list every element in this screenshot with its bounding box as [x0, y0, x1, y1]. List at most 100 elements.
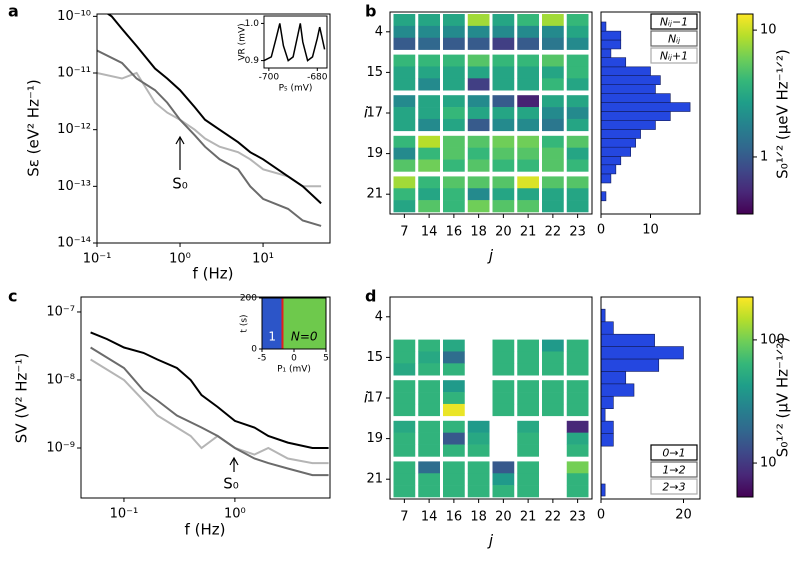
hist-bar [600, 120, 656, 130]
heat-cell [418, 78, 440, 91]
y-tick-label: 0 [251, 345, 257, 355]
heat-cell [542, 78, 564, 91]
heat-cell [443, 176, 465, 189]
heat-cell [418, 135, 440, 148]
x-axis-label: j [487, 247, 494, 265]
heat-cell [467, 95, 490, 108]
heat-cell [542, 363, 564, 376]
heat-cell [393, 363, 416, 376]
hist-bar [600, 48, 612, 58]
heat-cell [467, 118, 490, 132]
heat-cell [418, 339, 440, 352]
x-tick-label: 23 [569, 225, 586, 240]
y-axis-label: VR (mV) [238, 23, 248, 60]
hist-bar [600, 346, 684, 360]
heat-cell [443, 78, 465, 91]
heat-cell [566, 485, 589, 498]
x-tick-label: -700 [259, 73, 280, 83]
heat-cell [566, 432, 589, 445]
heat-cell [418, 403, 440, 417]
heat-cell [418, 420, 440, 433]
heat-cell [492, 461, 515, 474]
axes-frame [600, 296, 701, 500]
heat-cell [443, 392, 465, 405]
colorbar-tick-label: 10 [760, 23, 777, 38]
heat-cell [418, 147, 440, 160]
heat-cell [492, 403, 515, 417]
heat-cell [467, 14, 490, 27]
heat-cell [443, 363, 465, 376]
heat-cell [566, 200, 589, 213]
heat-cell [467, 188, 490, 201]
heat-cell [566, 159, 589, 172]
heat-cell [393, 176, 416, 189]
annotation: S₀ [172, 175, 188, 193]
heat-cell [467, 37, 490, 50]
heat-cell [393, 25, 416, 39]
x-axis-label: f (Hz) [185, 521, 226, 539]
y-tick-label: 19 [366, 431, 383, 446]
heat-cell [443, 380, 465, 393]
heat-cell [492, 66, 515, 79]
colorbar-tick-label: 1 [760, 149, 768, 164]
annotation-arrowhead [175, 135, 185, 145]
heat-cell [492, 135, 515, 148]
heat-cell [492, 339, 515, 352]
heat-cell [418, 473, 440, 486]
heat-cell [492, 107, 515, 120]
hist-bar [600, 433, 614, 447]
x-tick-label: 0 [597, 508, 605, 523]
x-tick-label: 14 [421, 510, 438, 525]
heat-cell [566, 380, 589, 393]
heat-cell [542, 54, 564, 67]
heat-cell [517, 107, 539, 120]
x-axis-label: P₅ (mV) [279, 84, 313, 94]
heat-cell [566, 14, 589, 27]
heat-cell [418, 188, 440, 201]
heat-cell [517, 66, 539, 79]
heat-cell [418, 392, 440, 405]
heat-cell [492, 37, 515, 50]
y-tick-label: 10⁻⁸ [46, 372, 75, 387]
x-tick-label: 16 [446, 510, 463, 525]
heat-cell [542, 95, 564, 108]
heat-cell [443, 25, 465, 39]
heat-cell [393, 159, 416, 172]
heat-cell [517, 432, 539, 445]
heat-cell [393, 351, 416, 364]
heat-cell [418, 444, 440, 457]
heat-cell [443, 135, 465, 148]
series-line [90, 358, 329, 465]
heat-cell [467, 200, 490, 213]
heat-cell [467, 461, 490, 474]
y-tick-label: 17 [366, 106, 383, 121]
hist-bar [600, 191, 607, 202]
y-tick-label: 17 [366, 391, 383, 406]
x-tick-label: 20 [675, 508, 692, 523]
x-tick-label: 10⁻¹ [110, 507, 139, 522]
colorbar-tick-label: 100 [760, 332, 785, 347]
heat-cell [418, 461, 440, 474]
heat-cell [517, 54, 539, 67]
x-tick-label: 14 [421, 225, 438, 240]
heat-cell [542, 351, 564, 364]
hist-bar [600, 321, 614, 335]
colorbar-tick-label: 10 [760, 456, 777, 471]
heat-cell [443, 351, 465, 364]
hist-bar [600, 66, 651, 76]
heat-cell [393, 188, 416, 201]
heat-cell [566, 135, 589, 148]
heat-cell [443, 420, 465, 433]
x-tick-label: 10⁰ [169, 252, 191, 267]
legend-label: Nᵢⱼ+1 [660, 50, 688, 63]
hist-bar [600, 333, 655, 347]
x-tick-label: 10⁰ [224, 507, 246, 522]
heat-cell [566, 461, 589, 474]
legend-label: 1→2 [662, 464, 685, 477]
heat-cell [443, 339, 465, 352]
hist-bar [600, 173, 612, 184]
hist-bar [600, 358, 660, 372]
y-tick-label: 15 [366, 350, 383, 365]
heat-cell [542, 147, 564, 160]
y-axis-label: i [364, 389, 369, 407]
